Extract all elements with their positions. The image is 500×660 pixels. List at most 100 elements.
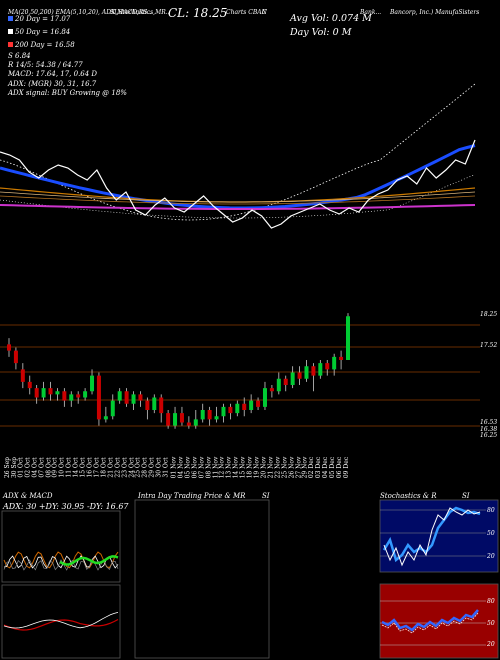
stoch-d-line — [383, 507, 481, 567]
price-level-2: 16.53 — [480, 419, 498, 426]
candle-body-8 — [62, 391, 67, 401]
adx-panel-frame — [1, 510, 121, 583]
candle-body-29 — [207, 410, 212, 420]
stoch-panel-frame — [379, 499, 499, 573]
intraday-panel-frame — [134, 499, 270, 659]
candle-body-30 — [214, 416, 219, 420]
adx-green-line — [59, 555, 119, 566]
candle-body-43 — [304, 366, 309, 379]
rsi-signal-line — [381, 612, 479, 634]
date-label: 08 Nov — [205, 456, 213, 479]
candle-body-1 — [13, 350, 18, 364]
adx-line: ADX: (MGR) 30, 31, 16.7 — [8, 80, 97, 88]
candle-body-6 — [48, 388, 53, 395]
candle-body-42 — [297, 372, 302, 379]
candle-body-22 — [159, 397, 164, 414]
adx-signal: ADX signal: BUY Growing @ 18% — [8, 89, 127, 97]
symbol-suffix: C — [262, 9, 267, 16]
price-line — [0, 139, 476, 229]
candle-body-3 — [27, 381, 32, 389]
candle-body-39 — [276, 378, 281, 392]
candle-body-9 — [69, 394, 74, 401]
date-label: 04 Nov — [177, 456, 185, 479]
candle-body-11 — [83, 391, 88, 398]
close-label: CL: 18.25 — [168, 6, 228, 20]
date-label: 21 Nov — [267, 456, 275, 479]
candle-body-13 — [96, 375, 101, 420]
date-label: 01 Oct — [17, 457, 25, 478]
candle-body-44 — [311, 366, 316, 376]
date-label: 19 Nov — [253, 456, 261, 479]
date-label: 07 Nov — [198, 456, 206, 479]
candle-body-37 — [262, 388, 267, 407]
upper-band-line — [0, 83, 476, 221]
date-label: 01 Nov — [170, 456, 178, 479]
candle-body-15 — [110, 400, 115, 417]
header-indicators-2: SI,Stochastics,MR.. — [110, 9, 170, 16]
candle-body-34 — [242, 403, 247, 410]
day-vol: Day Vol: 0 M — [290, 27, 352, 38]
date-label: 20 Nov — [260, 456, 268, 479]
header-indicators: MA(20,50,200) EMA(5,10,20), ADX,MACD,RS.… — [8, 9, 153, 16]
candle-body-45 — [318, 363, 323, 376]
date-label: 07 Oct — [38, 457, 46, 478]
candle-body-21 — [152, 397, 157, 410]
candle-body-7 — [55, 391, 60, 395]
date-label: 21 Oct — [107, 457, 115, 478]
candle-body-12 — [90, 375, 95, 392]
candle-body-28 — [200, 410, 205, 420]
rsi-level-80: 80 — [487, 598, 495, 605]
candle-body-24 — [173, 413, 178, 426]
macd-signal-line — [3, 618, 119, 631]
adx-orange-line — [3, 551, 119, 569]
date-label: 31 Oct — [162, 457, 170, 478]
macd-line: MACD: 17.64, 17, 0.64 D — [8, 70, 98, 78]
adx-panel-title: ADX & MACD — [3, 492, 53, 500]
candle-body-47 — [332, 356, 337, 370]
candle-body-32 — [228, 406, 233, 414]
stoch-level-80: 80 — [487, 507, 495, 514]
candle-body-14 — [103, 416, 108, 420]
ema-brown-line — [0, 195, 476, 205]
candle-body-10 — [76, 394, 81, 398]
candle-body-46 — [325, 363, 330, 370]
candle-body-16 — [117, 391, 122, 401]
rsi-panel-frame — [379, 583, 499, 659]
rsi-level-20: 20 — [487, 641, 495, 648]
date-label: 26 Sep — [4, 456, 12, 479]
avg-vol: Avg Vol: 0.074 M — [290, 13, 372, 24]
stoch-level-20: 20 — [487, 553, 495, 560]
candle-body-48 — [339, 356, 344, 360]
date-label: 06 Nov — [191, 456, 199, 479]
candle-body-17 — [124, 391, 129, 404]
ma200-label: 200 Day = 16.58 — [15, 41, 75, 49]
stoch-level-50: 50 — [487, 530, 495, 537]
candle-body-41 — [290, 372, 295, 385]
ma20-swatch — [8, 16, 13, 21]
candle-body-2 — [20, 369, 25, 382]
ma200-swatch — [8, 42, 13, 47]
ma50-label: 50 Day = 16.84 — [15, 28, 71, 36]
intra-panel-si: SI — [262, 492, 270, 500]
candle-body-23 — [166, 413, 171, 426]
date-label: 22 Nov — [274, 456, 282, 479]
date-label: 17 Oct — [93, 457, 101, 478]
date-label: 04 Oct — [31, 457, 39, 478]
candle-body-5 — [41, 388, 46, 398]
date-label: 18 Oct — [100, 457, 108, 478]
price-level-4: 16.25 — [480, 432, 498, 439]
ema-magenta-line — [0, 204, 476, 210]
ma20-label: 20 Day = 17.07 — [15, 15, 71, 23]
candle-body-27 — [193, 419, 198, 426]
rsi-line — [381, 609, 479, 632]
date-label: 02 Oct — [24, 457, 32, 478]
symbol-label: Charts CBAN — [226, 9, 267, 16]
candle-body-31 — [221, 406, 226, 417]
stoch-k-line — [382, 506, 481, 563]
ma50-swatch — [8, 29, 13, 34]
date-label: 23 Oct — [121, 457, 129, 478]
candle-body-49 — [346, 316, 350, 360]
date-label: 26 Nov — [288, 456, 296, 479]
price-level-1: 17.52 — [480, 342, 498, 349]
